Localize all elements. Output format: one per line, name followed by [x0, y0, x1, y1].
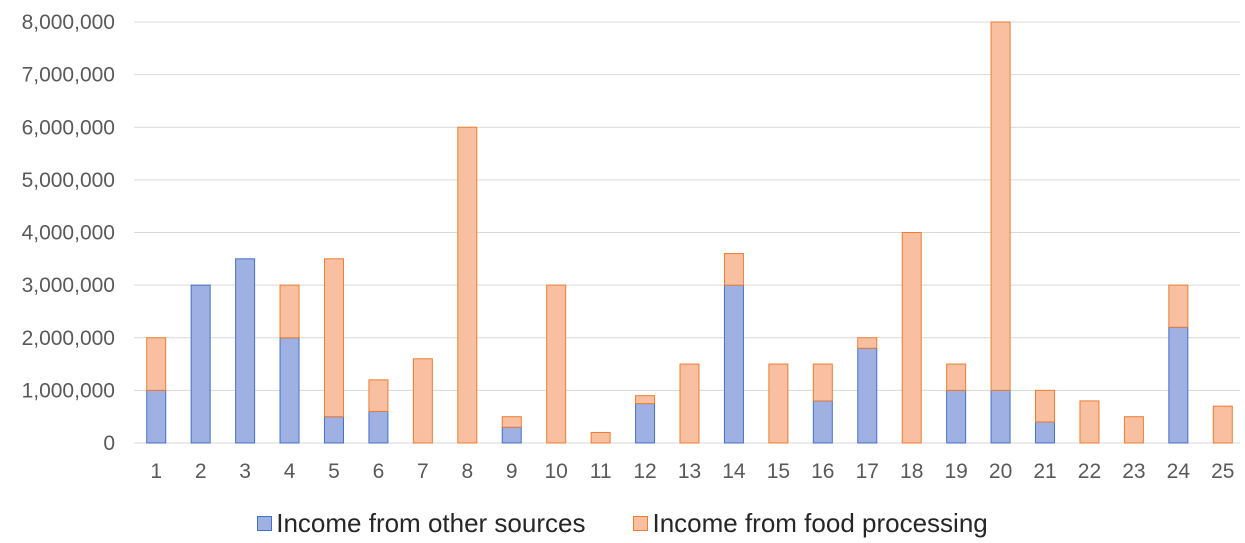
x-tick-label: 14	[722, 460, 746, 483]
bar-food-processing	[679, 363, 700, 444]
bar-food-processing	[723, 253, 744, 286]
bar-other-sources	[946, 389, 967, 444]
bar-other-sources	[857, 347, 878, 444]
legend-label-food-processing: Income from food processing	[652, 508, 988, 538]
y-tick-label: 6,000,000	[22, 116, 115, 139]
x-tick-label: 7	[417, 460, 429, 483]
stacked-bar-chart: 0 1,000,000 2,000,000 3,000,000 4,000,000 5,0…	[22, 11, 1240, 483]
bar-food-processing	[990, 21, 1011, 391]
bar-food-processing	[1212, 405, 1233, 444]
x-tick-label: 6	[373, 460, 385, 483]
legend-swatch-food-processing	[633, 516, 649, 531]
bar-food-processing	[635, 395, 656, 405]
bar-food-processing	[946, 363, 967, 391]
bar-food-processing	[590, 431, 611, 444]
x-tick-label: 18	[900, 460, 923, 483]
x-tick-label: 9	[506, 460, 518, 483]
bar-food-processing	[368, 379, 389, 412]
bar-food-processing	[146, 337, 167, 391]
bar-food-processing	[457, 126, 478, 444]
bar-other-sources	[501, 426, 522, 444]
legend-swatch-other-sources	[257, 516, 273, 531]
bar-food-processing	[412, 358, 433, 444]
bar-food-processing	[1168, 284, 1189, 328]
bar-other-sources	[635, 403, 656, 444]
x-tick-label: 23	[1122, 460, 1145, 483]
bar-food-processing	[1035, 389, 1056, 423]
x-tick-label: 24	[1167, 460, 1191, 483]
x-tick-label: 22	[1078, 460, 1101, 483]
bar-other-sources	[723, 284, 744, 444]
x-tick-label: 13	[678, 460, 701, 483]
bar-food-processing	[857, 337, 878, 349]
bar-other-sources	[1035, 421, 1056, 444]
y-tick-label: 8,000,000	[22, 11, 115, 34]
x-tick-label: 10	[545, 460, 568, 483]
x-tick-label: 3	[239, 460, 251, 483]
legend-item-food-processing: Income from food processing	[633, 508, 988, 539]
bar-food-processing	[812, 363, 833, 402]
y-tick-label: 3,000,000	[22, 274, 115, 297]
x-tick-label: 2	[195, 460, 207, 483]
x-tick-label: 20	[989, 460, 1012, 483]
bar-other-sources	[190, 284, 211, 444]
bar-other-sources	[235, 258, 256, 444]
bar-other-sources	[812, 400, 833, 444]
y-tick-label: 2,000,000	[22, 327, 115, 350]
x-tick-label: 5	[328, 460, 340, 483]
y-tick-label: 0	[103, 432, 115, 455]
bar-food-processing	[323, 258, 344, 418]
legend-item-other-sources: Income from other sources	[257, 508, 585, 539]
x-tick-label: 19	[944, 460, 967, 483]
x-tick-label: 12	[633, 460, 656, 483]
bar-food-processing	[546, 284, 567, 444]
bar-other-sources	[323, 416, 344, 444]
bar-food-processing	[901, 232, 922, 444]
x-tick-label: 4	[284, 460, 296, 483]
bar-other-sources	[146, 389, 167, 444]
x-tick-label: 1	[150, 460, 162, 483]
y-tick-label: 4,000,000	[22, 222, 115, 245]
y-tick-label: 5,000,000	[22, 169, 115, 192]
x-tick-label: 21	[1033, 460, 1056, 483]
x-tick-label: 15	[767, 460, 790, 483]
x-tick-label: 11	[590, 460, 612, 483]
bar-food-processing	[768, 363, 789, 444]
bar-food-processing	[1079, 400, 1100, 444]
bar-food-processing	[501, 416, 522, 428]
x-tick-label: 8	[461, 460, 473, 483]
y-tick-label: 7,000,000	[22, 64, 115, 87]
bar-other-sources	[1168, 326, 1189, 444]
bar-food-processing	[279, 284, 300, 339]
bar-food-processing	[1123, 416, 1144, 444]
bar-other-sources	[279, 337, 300, 444]
bar-other-sources	[368, 410, 389, 444]
legend: Income from other sources Income from fo…	[0, 508, 1245, 539]
x-tick-label: 16	[811, 460, 834, 483]
legend-label-other-sources: Income from other sources	[276, 508, 586, 538]
y-tick-label: 1,000,000	[22, 379, 115, 402]
x-tick-label: 17	[856, 460, 879, 483]
x-tick-label: 25	[1211, 460, 1234, 483]
bar-other-sources	[990, 389, 1011, 444]
